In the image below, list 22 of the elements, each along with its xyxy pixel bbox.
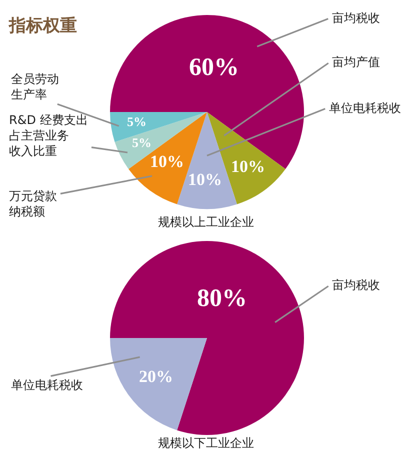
slice-label: 万元贷款纳税额	[9, 189, 57, 219]
data-label: 10%	[150, 152, 184, 171]
data-label: 10%	[231, 157, 265, 176]
slice-label: 单位电耗税收	[329, 101, 401, 115]
slice-label: 亩均税收	[332, 278, 380, 292]
chart-title: 指标权重	[8, 16, 77, 36]
text: 规模以上工业企业	[158, 215, 254, 229]
slice-label: 全员劳动生产率	[11, 72, 59, 102]
data-label: 5%	[127, 114, 146, 129]
pie-slice	[114, 112, 207, 170]
data-label: 80%	[197, 285, 247, 312]
pie-slice	[110, 241, 304, 435]
slice-label: 亩均税收	[332, 11, 380, 25]
pie-slice	[110, 338, 207, 430]
slice-label: 亩均产值	[332, 55, 380, 69]
data-label: 60%	[189, 54, 239, 81]
data-label: 5%	[132, 135, 152, 150]
slice-label: 单位电耗税收	[11, 378, 83, 392]
text: 规模以下工业企业	[158, 436, 254, 450]
slice-label: R&D 经费支出占主营业务收入比重	[9, 113, 88, 158]
data-label: 20%	[139, 367, 173, 386]
data-label: 10%	[188, 170, 222, 189]
